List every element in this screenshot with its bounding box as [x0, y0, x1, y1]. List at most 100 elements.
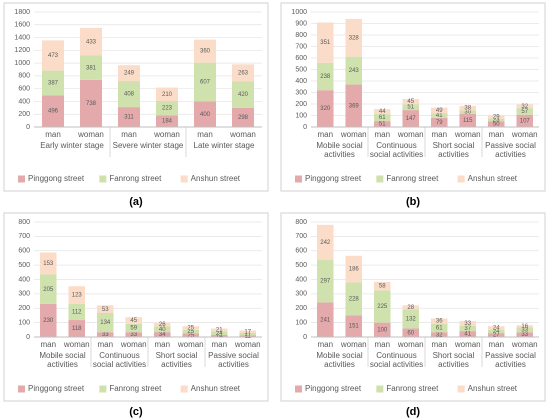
bar-segment: [430, 117, 448, 127]
legend-label: Pinggong street: [305, 384, 362, 393]
x-tick-label: woman: [77, 130, 104, 139]
value-label: 400: [200, 112, 211, 118]
y-tick-label: 100: [295, 112, 307, 119]
value-label: 249: [124, 71, 135, 77]
group-label: Mobile social activities: [316, 141, 363, 159]
bar-segment: [125, 332, 143, 337]
bar-segment: [193, 62, 217, 102]
x-tick-label: woman: [120, 340, 147, 349]
y-tick-label: 500: [295, 262, 307, 269]
value-label: 320: [320, 106, 331, 112]
value-label: 243: [349, 68, 360, 74]
bar-segment: [96, 305, 114, 313]
legend-label: Fanrong street: [386, 174, 439, 183]
bar-segment: [316, 62, 334, 91]
bar-segment: [459, 110, 477, 114]
bar-segment: [125, 317, 143, 324]
bar-segment: [402, 110, 420, 127]
bar-segment: [516, 325, 534, 328]
bar-segment: [459, 325, 477, 332]
bar-segment: [239, 330, 257, 333]
group-label: Late winter stage: [193, 141, 255, 150]
bar-segment: [487, 115, 505, 119]
y-tick-label: 0: [26, 124, 30, 131]
x-tick-label: man: [431, 340, 447, 349]
bar-segment: [373, 121, 391, 127]
bar-segment: [68, 320, 86, 337]
x-tick-label: man: [374, 130, 390, 139]
legend-label: Pinggong street: [305, 174, 362, 183]
x-tick-label: woman: [511, 130, 538, 139]
panel-border: [280, 2, 546, 192]
bar-segment: [430, 107, 448, 114]
legend-swatch: [180, 385, 188, 393]
bar-segment: [231, 107, 255, 127]
group-label: Mobile social activities: [39, 351, 86, 369]
value-label: 134: [100, 320, 111, 326]
y-tick-label: 400: [295, 78, 307, 85]
value-label: 25: [187, 326, 194, 332]
panel-label: (a): [129, 196, 143, 208]
value-label: 50: [493, 122, 500, 128]
value-label: 21: [216, 328, 223, 334]
value-label: 263: [238, 70, 249, 76]
y-tick-label: 600: [295, 55, 307, 62]
group-label: Mobile social activities: [316, 351, 363, 369]
value-label: 49: [436, 108, 443, 114]
legend-label: Anshun street: [468, 174, 518, 183]
bar-segment: [373, 114, 391, 122]
x-tick-label: man: [317, 130, 333, 139]
bar-segment: [487, 333, 505, 337]
bar-segment: [487, 329, 505, 334]
value-label: 115: [463, 118, 473, 124]
legend-label: Anshun street: [468, 384, 518, 393]
legend-swatch: [99, 175, 107, 183]
y-tick-label: 1600: [14, 22, 30, 29]
value-label: 387: [48, 81, 59, 87]
value-label: 44: [379, 109, 386, 115]
bar-segment: [316, 302, 334, 337]
x-tick-label: man: [97, 340, 113, 349]
legend-label: Fanrong street: [109, 384, 162, 393]
y-tick-label: 700: [295, 233, 307, 240]
bar-segment: [345, 255, 363, 283]
x-tick-label: man: [40, 340, 56, 349]
bar-segment: [239, 332, 257, 336]
bar-segment: [516, 104, 534, 109]
bar-segment: [316, 90, 334, 127]
value-label: 34: [159, 332, 166, 338]
value-label: 242: [320, 240, 331, 246]
x-tick-label: woman: [397, 340, 424, 349]
value-label: 311: [124, 115, 134, 121]
value-label: 36: [436, 319, 443, 325]
bar-segment: [153, 326, 171, 333]
group-label: Early winter stage: [40, 141, 104, 150]
bar-segment: [345, 315, 363, 337]
legend-label: Fanrong street: [386, 384, 439, 393]
value-label: 408: [124, 92, 135, 98]
bar-segment: [516, 327, 534, 333]
bar-segment: [153, 332, 171, 337]
y-tick-label: 300: [18, 291, 30, 298]
panel-label: (d): [406, 406, 420, 418]
bar-segment: [41, 40, 65, 71]
bar-segment: [430, 113, 448, 118]
y-tick-label: 800: [295, 219, 307, 226]
value-label: 28: [407, 305, 414, 311]
bar-segment: [155, 100, 179, 116]
y-tick-label: 700: [18, 233, 30, 240]
legend-label: Anshun street: [191, 174, 241, 183]
value-label: 230: [43, 318, 54, 324]
value-label: 58: [379, 284, 386, 290]
bar-segment: [231, 64, 255, 82]
bar-segment: [210, 331, 228, 335]
bar-segment: [345, 84, 363, 127]
bar-segment: [68, 286, 86, 304]
value-label: 79: [436, 120, 443, 126]
value-label: 27: [493, 333, 500, 339]
bar-segment: [193, 39, 217, 63]
value-label: 369: [349, 103, 360, 109]
x-tick-label: woman: [454, 340, 481, 349]
bar-segment: [79, 79, 103, 127]
